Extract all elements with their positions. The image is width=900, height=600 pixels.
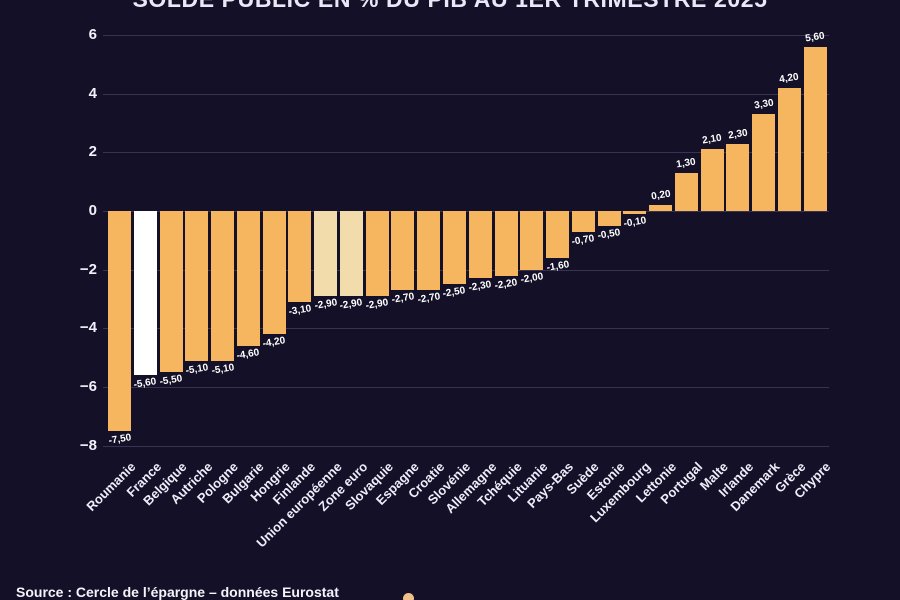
bar-union-européenne <box>314 211 338 297</box>
bar-tchéquie <box>494 211 518 276</box>
bar-luxembourg <box>623 211 647 214</box>
gridline <box>103 269 829 271</box>
gridline <box>103 152 829 154</box>
bar-portugal <box>674 172 698 211</box>
bar-irlande <box>726 143 750 211</box>
y-axis-tick-label: −6 <box>79 377 97 395</box>
bar-lituanie <box>520 211 544 270</box>
bar-suède <box>571 211 595 232</box>
bar-slovaquie <box>365 211 389 297</box>
y-axis-tick-label: 2 <box>88 143 97 161</box>
bar-croatie <box>417 211 441 291</box>
bar-pologne <box>211 211 235 361</box>
bar-slovénie <box>442 211 466 285</box>
y-axis-tick-label: 6 <box>88 26 97 43</box>
bar-bulgarie <box>236 211 260 346</box>
y-axis-tick-label: −2 <box>79 260 97 278</box>
bar-grèce <box>777 87 801 211</box>
bar-belgique <box>159 211 183 373</box>
bar-chypre <box>803 46 827 211</box>
bar-estonie <box>597 211 621 226</box>
gridline <box>103 35 829 36</box>
logo-dot <box>403 593 414 600</box>
gridline <box>103 445 829 447</box>
source-caption: Source : Cercle de l’épargne – données E… <box>16 584 339 600</box>
bar-roumanie <box>108 211 132 431</box>
bar-lettonie <box>649 205 673 211</box>
bar-pays-bas <box>546 211 570 258</box>
y-axis-tick-label: −8 <box>79 436 97 454</box>
bar-france <box>133 211 157 376</box>
bar-autriche <box>185 211 209 361</box>
y-axis-tick-label: −4 <box>79 319 97 337</box>
y-axis-tick-label: 4 <box>88 84 97 102</box>
gridline <box>103 328 829 330</box>
bar-espagne <box>391 211 415 291</box>
gridline <box>103 386 829 388</box>
bar-malte <box>700 149 724 211</box>
chart-title: SOLDE PUBLIC EN % DU PIB AU 1ER TRIMESTR… <box>0 0 900 12</box>
bar-finlande <box>288 211 312 302</box>
gridline <box>103 93 829 95</box>
bar-danemark <box>752 114 776 211</box>
bar-value-label: 5,60 <box>804 30 826 45</box>
bar-hongrie <box>262 211 286 335</box>
gridline <box>103 211 829 212</box>
y-axis-tick-label: 0 <box>88 202 97 219</box>
bar-allemagne <box>468 211 492 279</box>
bar-zone-euro <box>339 211 363 297</box>
